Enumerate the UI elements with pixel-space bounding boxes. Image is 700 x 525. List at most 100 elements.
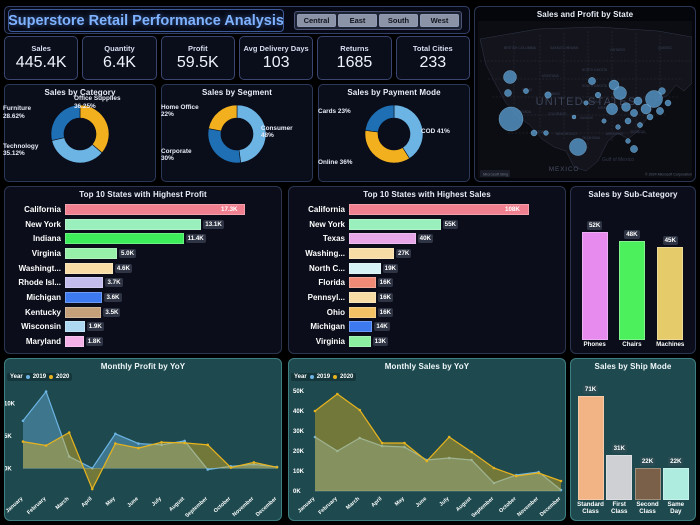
region-button-west[interactable]: West (420, 14, 459, 27)
data-point[interactable] (380, 441, 384, 445)
bar-row[interactable]: New York 13.1K (5, 218, 277, 230)
bar-row[interactable]: Virginia 13K (289, 336, 561, 348)
data-point[interactable] (183, 439, 186, 443)
bar-column[interactable]: 31K First Class (606, 375, 633, 516)
data-point[interactable] (336, 392, 339, 396)
bar[interactable] (65, 203, 245, 215)
area-chart-svg[interactable]: 10K 5K 0K January February March April May June J… (5, 371, 283, 521)
bar[interactable] (349, 218, 441, 230)
bar-column[interactable]: 22K Second Class (634, 375, 661, 516)
data-point[interactable] (537, 471, 540, 475)
bar-row[interactable]: Wisconsin 1.9K (5, 321, 277, 333)
bar-column[interactable]: 48K Chairs (618, 203, 645, 349)
data-point[interactable] (559, 479, 563, 483)
data-point[interactable] (358, 408, 362, 412)
bar[interactable] (349, 306, 376, 318)
data-point[interactable] (67, 455, 71, 458)
data-point[interactable] (275, 465, 279, 469)
bar[interactable] (65, 321, 85, 333)
bar[interactable] (65, 247, 118, 259)
bar-row[interactable]: California 17.3K (5, 203, 277, 215)
bar-row[interactable]: Indiana 11.4K (5, 233, 277, 245)
data-point[interactable] (514, 474, 518, 478)
data-point[interactable] (44, 390, 48, 393)
bar[interactable] (65, 306, 102, 318)
data-point[interactable] (114, 442, 117, 445)
bar-row[interactable]: Michigan 3.6K (5, 291, 277, 303)
bar-row[interactable]: California 108K (289, 203, 561, 215)
bar-row[interactable]: Kentucky 3.5K (5, 306, 277, 318)
data-point[interactable] (114, 432, 117, 436)
bar[interactable] (618, 240, 645, 341)
region-filter[interactable]: Central East South West (294, 11, 462, 30)
data-point[interactable] (90, 466, 94, 470)
bar-row[interactable]: Florida 16K (289, 277, 561, 289)
bar[interactable] (577, 396, 604, 501)
data-point[interactable] (183, 441, 186, 445)
bar-column[interactable]: 71K Standard Class (577, 375, 604, 516)
data-point[interactable] (21, 419, 25, 423)
data-point[interactable] (252, 461, 256, 464)
bar[interactable] (65, 291, 103, 303)
bar[interactable] (349, 203, 529, 215)
data-point[interactable] (380, 444, 384, 448)
bar-row[interactable]: Michigan 14K (289, 321, 561, 333)
data-point[interactable] (336, 449, 339, 453)
bar[interactable] (581, 232, 608, 341)
bar-row[interactable]: North C... 19K (289, 262, 561, 274)
data-point[interactable] (137, 442, 140, 445)
bar[interactable] (65, 277, 104, 289)
data-point[interactable] (21, 440, 25, 443)
bar-row[interactable]: Ohio 16K (289, 306, 561, 318)
bar[interactable] (349, 321, 373, 333)
bar[interactable] (65, 218, 202, 230)
bar-row[interactable]: Rhode Isl... 3.7K (5, 277, 277, 289)
bar[interactable] (349, 291, 376, 303)
data-point[interactable] (447, 435, 451, 439)
region-button-east[interactable]: East (338, 14, 377, 27)
data-point[interactable] (160, 440, 163, 444)
data-point[interactable] (470, 450, 473, 454)
data-point[interactable] (229, 466, 233, 469)
bar[interactable] (65, 233, 184, 245)
data-point[interactable] (447, 456, 451, 460)
bar-row[interactable]: Virginia 5.0K (5, 247, 277, 259)
data-point[interactable] (313, 409, 317, 413)
region-button-south[interactable]: South (379, 14, 418, 27)
bar-row[interactable]: Washing... 27K (289, 247, 561, 259)
data-point[interactable] (67, 431, 71, 434)
data-point[interactable] (425, 459, 429, 463)
data-point[interactable] (160, 443, 163, 447)
data-point[interactable] (559, 488, 563, 492)
data-point[interactable] (137, 446, 140, 450)
bar[interactable] (349, 262, 381, 274)
data-point[interactable] (403, 441, 406, 445)
bar-row[interactable]: Texas 40K (289, 233, 561, 245)
bar-column[interactable]: 52K Phones (581, 203, 608, 349)
bar[interactable] (349, 233, 416, 245)
data-point[interactable] (313, 435, 317, 439)
bar[interactable] (65, 262, 113, 274)
data-point[interactable] (44, 444, 48, 447)
bar[interactable] (606, 454, 633, 501)
bar[interactable] (657, 246, 684, 341)
bar-row[interactable]: New York 55K (289, 218, 561, 230)
bar[interactable] (662, 468, 689, 501)
bar[interactable] (349, 247, 394, 259)
data-point[interactable] (252, 463, 256, 466)
bar-column[interactable]: 22K Same Day (662, 375, 689, 516)
bar-row[interactable]: Maryland 1.8K (5, 336, 277, 348)
data-point[interactable] (206, 443, 210, 447)
map-canvas[interactable]: UNITED STATES MEXICO Gulf of Mexico BRIT… (478, 21, 692, 178)
region-button-central[interactable]: Central (297, 14, 336, 27)
data-point[interactable] (492, 466, 496, 470)
bar[interactable] (65, 336, 84, 348)
bar[interactable] (349, 277, 376, 289)
bar-row[interactable]: Pennsyl... 16K (289, 291, 561, 303)
map-panel[interactable]: Sales and Profit by State UNITED STATES … (474, 6, 696, 182)
data-point[interactable] (470, 458, 473, 462)
data-point[interactable] (358, 436, 362, 440)
data-point[interactable] (206, 468, 210, 471)
bar[interactable] (349, 336, 371, 348)
